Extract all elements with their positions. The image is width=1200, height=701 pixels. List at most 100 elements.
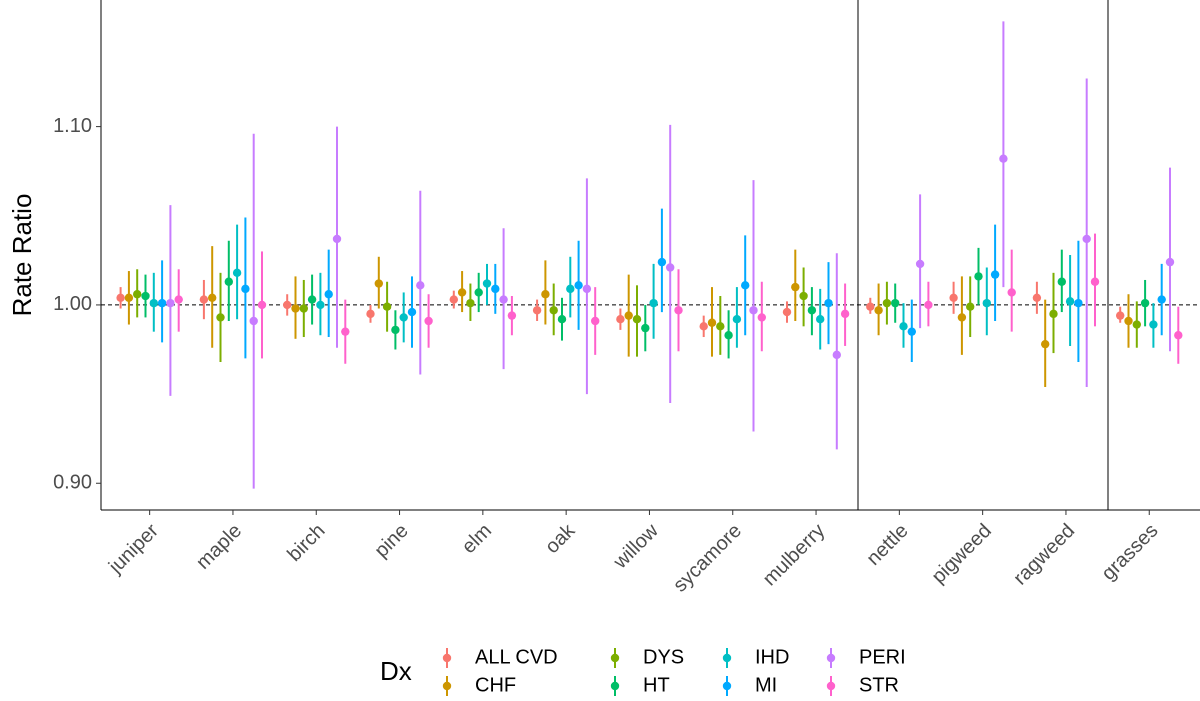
point bbox=[624, 311, 633, 320]
point bbox=[1049, 309, 1058, 319]
point bbox=[466, 298, 475, 308]
point bbox=[291, 304, 300, 313]
point bbox=[366, 309, 375, 319]
point bbox=[915, 259, 925, 269]
legend-label: STR bbox=[859, 674, 899, 696]
point bbox=[199, 295, 209, 304]
point bbox=[491, 284, 500, 294]
point bbox=[124, 293, 134, 302]
point bbox=[1082, 234, 1091, 244]
point bbox=[157, 298, 167, 308]
point bbox=[732, 314, 742, 324]
y-axis-title: Rate Ratio bbox=[7, 194, 37, 317]
point bbox=[891, 298, 900, 308]
point bbox=[424, 316, 433, 326]
point bbox=[799, 291, 808, 301]
x-tick-label: mulberry bbox=[759, 520, 830, 591]
point bbox=[982, 298, 991, 308]
point bbox=[666, 263, 675, 272]
point bbox=[557, 314, 567, 324]
point bbox=[391, 325, 400, 335]
point bbox=[832, 350, 841, 360]
point bbox=[1157, 295, 1166, 304]
point bbox=[840, 309, 850, 319]
point bbox=[957, 313, 967, 322]
legend-key-point bbox=[610, 681, 620, 691]
point bbox=[374, 279, 383, 288]
point bbox=[1165, 257, 1175, 267]
legend-label: CHF bbox=[475, 674, 516, 696]
point bbox=[707, 318, 717, 327]
point bbox=[641, 323, 650, 333]
legend-key-point bbox=[826, 653, 836, 663]
point bbox=[899, 322, 908, 331]
point bbox=[149, 298, 158, 308]
x-tick-label: ragweed bbox=[1009, 520, 1079, 590]
point bbox=[699, 322, 708, 331]
point bbox=[1032, 293, 1042, 302]
point bbox=[591, 316, 600, 326]
point bbox=[141, 291, 150, 301]
point bbox=[990, 270, 1000, 279]
point bbox=[249, 316, 258, 326]
point bbox=[882, 298, 892, 308]
point bbox=[716, 322, 725, 331]
legend-key-point bbox=[826, 681, 836, 691]
point bbox=[1065, 297, 1075, 306]
point bbox=[241, 284, 250, 294]
point bbox=[566, 284, 575, 294]
point bbox=[999, 154, 1008, 163]
legend-label: ALL CVD bbox=[475, 646, 558, 668]
point bbox=[966, 302, 975, 311]
point bbox=[757, 313, 766, 322]
point bbox=[1090, 277, 1100, 286]
point bbox=[1174, 331, 1183, 340]
point bbox=[791, 282, 800, 292]
y-tick-label: 1.00 bbox=[53, 293, 92, 315]
point bbox=[116, 293, 125, 302]
point bbox=[741, 281, 750, 290]
legend-key-point bbox=[442, 653, 452, 663]
point bbox=[949, 293, 958, 302]
point bbox=[907, 327, 916, 336]
x-tick-label: pine bbox=[371, 520, 413, 562]
point bbox=[224, 277, 233, 286]
point bbox=[133, 290, 142, 299]
point bbox=[1116, 311, 1125, 320]
x-tick-label: elm bbox=[458, 520, 496, 558]
point bbox=[166, 298, 175, 308]
point bbox=[749, 306, 758, 315]
point bbox=[1149, 320, 1158, 329]
point bbox=[616, 314, 625, 324]
point bbox=[307, 295, 317, 304]
point bbox=[532, 306, 542, 315]
legend-title: Dx bbox=[380, 656, 412, 686]
x-tick-label: nettle bbox=[862, 520, 912, 570]
point bbox=[399, 313, 408, 322]
point bbox=[407, 307, 417, 317]
point bbox=[216, 313, 225, 322]
point bbox=[657, 257, 667, 267]
legend-key-point bbox=[722, 653, 732, 663]
point bbox=[316, 300, 325, 310]
point bbox=[866, 302, 875, 311]
y-tick-label: 0.90 bbox=[53, 472, 92, 494]
point bbox=[974, 272, 983, 281]
point bbox=[332, 234, 342, 244]
point bbox=[674, 306, 683, 315]
legend-label: DYS bbox=[643, 646, 684, 668]
point bbox=[807, 306, 817, 315]
point bbox=[1007, 288, 1016, 297]
point bbox=[582, 284, 592, 294]
point bbox=[1057, 277, 1067, 286]
point bbox=[482, 279, 492, 288]
x-tick-label: juniper bbox=[104, 519, 163, 578]
legend-key-point bbox=[722, 681, 732, 691]
point bbox=[257, 300, 267, 310]
point bbox=[549, 306, 558, 315]
point bbox=[1132, 320, 1142, 329]
x-tick-label: birch bbox=[283, 520, 329, 566]
point bbox=[283, 300, 292, 310]
point bbox=[474, 288, 483, 297]
